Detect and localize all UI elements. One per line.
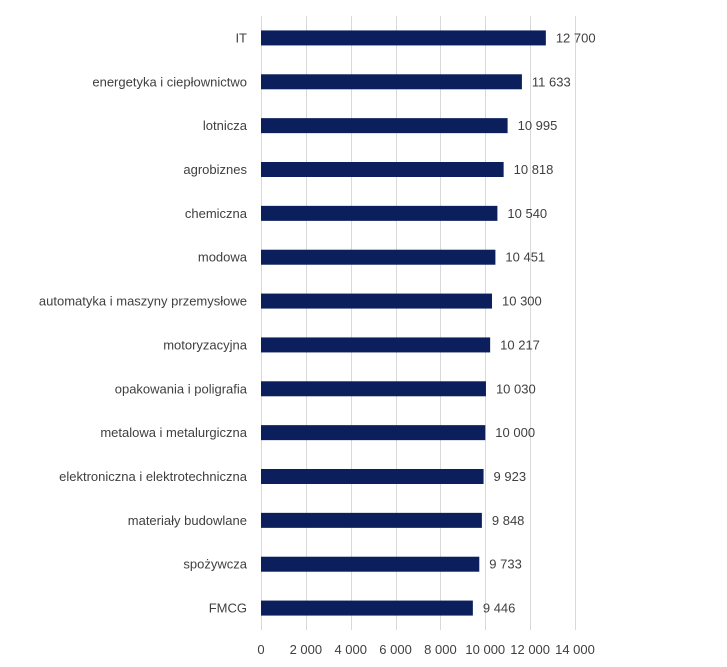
category-label: IT	[235, 30, 247, 45]
category-label: agrobiznes	[183, 162, 247, 177]
bar	[261, 74, 522, 90]
x-tick-label: 4 000	[334, 642, 367, 657]
value-label: 11 633	[532, 74, 571, 89]
value-label: 9 446	[483, 601, 516, 616]
bars	[261, 30, 546, 616]
gridlines	[261, 16, 576, 630]
x-axis-tick-labels: 0 2 000 4 000 6 000 8 000 10 000 12 000 14 000	[257, 642, 595, 657]
x-tick-label: 12 000	[510, 642, 550, 657]
value-label: 10 030	[496, 381, 536, 396]
bar	[261, 293, 493, 309]
category-labels: IT energetyka i ciepłownictwo lotnicza agro…	[39, 30, 248, 615]
category-label: spożywcza	[183, 557, 247, 572]
value-labels: 12 700 11 633 10 995 10 818 10 540 10 451 10 3…	[483, 30, 596, 615]
x-tick-label: 2 000	[290, 642, 323, 657]
bar	[261, 512, 482, 528]
x-tick-label: 10 000	[465, 642, 505, 657]
category-label: opakowania i poligrafia	[115, 381, 248, 396]
bar	[261, 30, 546, 46]
x-tick-label: 0	[257, 642, 264, 657]
value-label: 9 733	[489, 557, 522, 572]
bar	[261, 469, 484, 484]
value-label: 10 818	[514, 162, 554, 177]
category-label: chemiczna	[185, 206, 248, 221]
category-label: automatyka i maszyny przemysłowe	[39, 294, 247, 309]
value-label: 10 300	[502, 294, 542, 309]
bar	[261, 600, 473, 616]
category-label: energetyka i ciepłownictwo	[92, 74, 247, 89]
value-label: 10 217	[500, 337, 540, 352]
value-label: 12 700	[556, 30, 596, 45]
bar	[261, 118, 508, 134]
category-label: metalowa i metalurgiczna	[100, 425, 247, 440]
bar	[261, 162, 504, 177]
bar	[261, 337, 491, 353]
value-label: 10 995	[518, 118, 558, 133]
category-label: elektroniczna i elektrotechniczna	[59, 469, 248, 484]
value-label: 9 923	[494, 469, 527, 484]
value-label: 10 000	[495, 425, 535, 440]
category-label: materiały budowlane	[128, 513, 247, 528]
bar	[261, 425, 486, 441]
x-tick-label: 6 000	[379, 642, 412, 657]
bar	[261, 249, 496, 265]
value-label: 10 451	[505, 250, 545, 265]
bar	[261, 381, 486, 397]
bar	[261, 556, 480, 572]
value-label: 9 848	[492, 513, 525, 528]
category-label: lotnicza	[203, 118, 248, 133]
x-tick-label: 8 000	[424, 642, 457, 657]
bar	[261, 205, 498, 221]
value-label: 10 540	[507, 206, 547, 221]
category-label: modowa	[198, 250, 248, 265]
category-label: FMCG	[209, 601, 247, 616]
category-label: motoryzacyjna	[163, 337, 248, 352]
x-tick-label: 14 000	[555, 642, 595, 657]
